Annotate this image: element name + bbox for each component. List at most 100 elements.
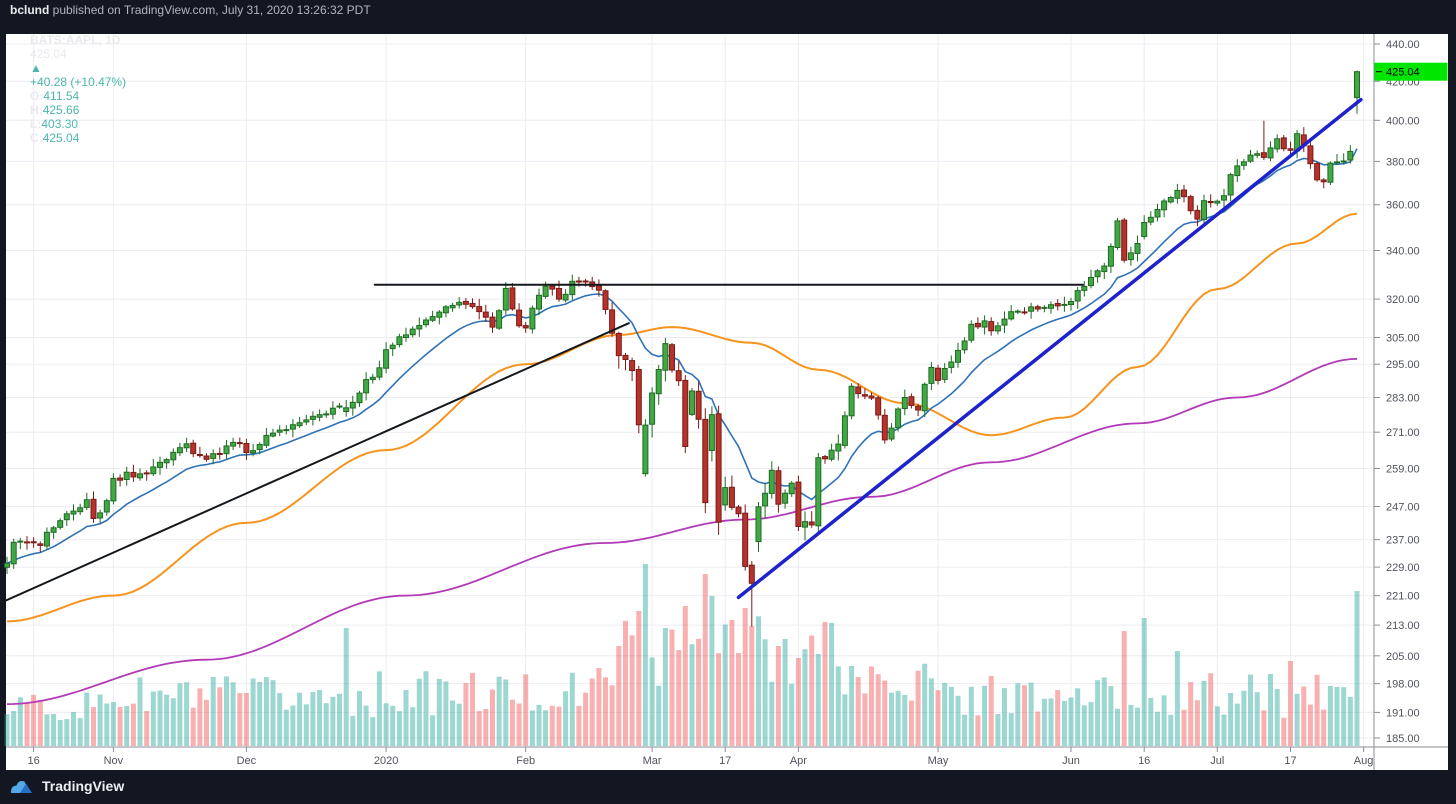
candle <box>1267 147 1274 159</box>
volume-bar <box>842 694 848 746</box>
candle <box>1021 311 1028 314</box>
candle <box>10 541 17 565</box>
volume-bar <box>64 719 70 746</box>
author-name: bclund <box>10 3 50 17</box>
volume-bar <box>729 620 735 746</box>
volume-bar <box>1188 682 1194 746</box>
volume-bar <box>849 666 855 746</box>
candle <box>795 481 802 528</box>
volume-bar <box>509 699 515 746</box>
volume-bar <box>889 692 894 746</box>
volume-bar <box>263 677 269 746</box>
volume-bar <box>184 682 190 746</box>
volume-bar <box>749 626 755 746</box>
candle <box>50 527 57 533</box>
candle <box>1227 174 1234 196</box>
price-tick-label: 247.00 <box>1386 502 1420 514</box>
volume-bar <box>716 653 722 746</box>
candle <box>1340 160 1347 163</box>
volume-bar <box>616 646 622 746</box>
candle <box>323 413 330 416</box>
candle <box>1280 137 1287 150</box>
tradingview-logo[interactable] <box>10 777 36 801</box>
volume-bar <box>436 678 442 746</box>
volume-bar <box>1254 692 1260 746</box>
volume-bar <box>157 690 163 746</box>
price-tick-label: 440.00 <box>1386 39 1420 51</box>
candle <box>416 325 423 330</box>
price-axis[interactable]: 440.00420.00400.00380.00360.00340.00320.… <box>1374 39 1448 745</box>
volume-bar <box>1221 714 1227 746</box>
high-value: 425.66 <box>42 103 80 117</box>
price-tick-label: 221.00 <box>1386 591 1420 603</box>
candle <box>1167 197 1174 203</box>
candle <box>762 492 769 507</box>
volume-bar <box>955 695 961 746</box>
candle <box>595 285 602 291</box>
volume-bar <box>982 685 988 746</box>
candle <box>635 369 642 426</box>
volume-bar <box>91 707 96 746</box>
candle <box>994 325 1001 332</box>
volume-bar <box>117 706 123 746</box>
volume-bar <box>1115 708 1120 746</box>
price-change: +40.28 (+10.47%) <box>30 75 127 89</box>
volume-bar <box>217 687 223 746</box>
open-label: O: <box>30 89 44 103</box>
volume-bar <box>330 696 336 746</box>
time-tick-label: Mar <box>643 755 662 767</box>
candle <box>941 368 948 380</box>
volume-bar <box>243 693 249 746</box>
candle <box>1127 252 1134 261</box>
candle <box>848 385 855 417</box>
candle <box>1114 220 1121 248</box>
volume-bar <box>443 681 449 746</box>
volume-bar <box>277 693 283 746</box>
volume-bar <box>882 680 888 746</box>
volume-bar <box>450 700 456 746</box>
volume-bar <box>975 715 981 746</box>
time-tick-label: Jun <box>1062 755 1080 767</box>
candle <box>522 325 529 329</box>
candle <box>496 310 503 329</box>
volume-bar <box>662 628 668 746</box>
candle <box>775 470 782 505</box>
candle <box>788 482 795 495</box>
candle <box>1134 243 1141 254</box>
candle <box>815 457 822 527</box>
candle <box>1327 162 1334 183</box>
candle <box>649 392 656 425</box>
volume-bar <box>1181 709 1187 746</box>
price-tick-label: 213.00 <box>1386 620 1420 632</box>
volume-bar <box>1081 705 1087 746</box>
volume-bar <box>370 717 376 746</box>
volume-bar <box>536 704 542 746</box>
volume-bar <box>317 689 323 746</box>
candle <box>103 500 110 513</box>
trendline-uptrend-2019[interactable] <box>0 322 630 604</box>
candle <box>1034 306 1041 310</box>
volume-bar <box>895 690 901 746</box>
volume-bar <box>742 608 748 746</box>
candle <box>77 507 84 513</box>
candle <box>1001 318 1008 326</box>
volume-bar <box>1041 698 1047 746</box>
candle <box>908 396 915 406</box>
trendline-uptrend-2020[interactable] <box>736 97 1363 600</box>
candle <box>722 487 729 506</box>
time-axis[interactable]: 16 Nov Dec 2020 Feb Mar 17 Apr May Jun 16 Jul 17 Aug <box>27 747 1373 767</box>
candle <box>263 434 270 446</box>
last-price-value: 425.04 <box>1386 67 1420 79</box>
candle <box>1088 276 1094 287</box>
volume-bar <box>164 694 170 746</box>
symbol-title: BATS:AAPL, 1D <box>30 33 121 47</box>
volume-bar <box>1088 702 1094 746</box>
candle <box>536 294 542 310</box>
candle <box>250 450 257 454</box>
volume-bar <box>177 683 183 746</box>
volume-bar <box>1135 707 1140 746</box>
volume-bar <box>576 705 582 746</box>
candle <box>57 520 64 528</box>
volume-bar <box>676 650 682 746</box>
